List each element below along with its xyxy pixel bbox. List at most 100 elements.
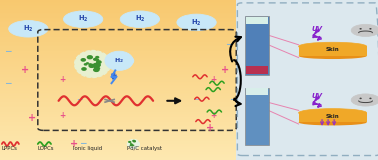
Bar [0, 37, 236, 38]
Ellipse shape [132, 140, 136, 142]
Bar [0, 43, 236, 45]
Bar [0, 122, 236, 123]
Ellipse shape [299, 109, 367, 117]
Bar [246, 66, 268, 74]
Bar [0, 80, 236, 82]
Bar [0, 83, 236, 85]
Ellipse shape [299, 53, 367, 59]
Bar [0, 142, 236, 144]
Bar [0, 115, 236, 117]
Bar [0, 144, 236, 146]
Text: UV: UV [312, 93, 323, 99]
Bar [0, 123, 236, 125]
Bar [0, 58, 236, 59]
Bar [0, 88, 236, 90]
Bar [0, 40, 236, 42]
Text: +: + [28, 113, 36, 123]
Bar [299, 113, 367, 122]
Bar [0, 138, 236, 139]
Bar [0, 54, 236, 56]
Bar [0, 109, 236, 110]
Bar [0, 64, 236, 66]
Ellipse shape [299, 42, 367, 51]
Ellipse shape [87, 55, 93, 59]
Bar [0, 125, 236, 126]
Text: $\mathbf{H_2}$: $\mathbf{H_2}$ [23, 24, 34, 34]
Bar [0, 77, 236, 78]
Bar [0, 0, 236, 2]
Text: LPPCs: LPPCs [2, 146, 18, 151]
Bar [0, 85, 236, 86]
Ellipse shape [81, 67, 87, 71]
Bar [0, 130, 236, 131]
Bar [0, 146, 236, 147]
Ellipse shape [96, 59, 99, 61]
Ellipse shape [369, 28, 372, 30]
Text: +: + [211, 111, 217, 120]
Ellipse shape [130, 144, 133, 146]
Bar [0, 90, 236, 91]
Bar [0, 91, 236, 93]
Bar [0, 126, 236, 128]
Bar [0, 93, 236, 94]
Bar [246, 17, 268, 24]
Bar [0, 107, 236, 109]
Ellipse shape [64, 11, 103, 28]
Bar [0, 134, 236, 136]
Bar [0, 45, 236, 46]
FancyBboxPatch shape [245, 16, 269, 75]
Ellipse shape [359, 98, 362, 99]
Bar [0, 149, 236, 150]
Ellipse shape [95, 56, 99, 59]
Text: −: − [4, 47, 11, 56]
Ellipse shape [88, 63, 92, 66]
Text: UV: UV [312, 26, 323, 32]
Bar [0, 157, 236, 158]
Bar [0, 6, 236, 8]
Ellipse shape [132, 144, 135, 146]
Ellipse shape [94, 63, 101, 67]
Ellipse shape [369, 98, 372, 99]
Bar [0, 14, 236, 16]
Text: +: + [211, 76, 217, 84]
Ellipse shape [93, 58, 98, 61]
Bar [0, 2, 236, 3]
Bar [0, 128, 236, 130]
Bar [0, 75, 236, 77]
Bar [0, 48, 236, 50]
Bar [0, 18, 236, 19]
Bar [0, 61, 236, 62]
Ellipse shape [94, 68, 98, 70]
Ellipse shape [101, 54, 134, 68]
Text: Skin: Skin [326, 113, 339, 119]
Bar [0, 101, 236, 102]
Text: +: + [59, 111, 65, 120]
Bar [0, 72, 236, 74]
Bar [0, 114, 236, 115]
Bar [0, 38, 236, 40]
Bar [0, 74, 236, 75]
Ellipse shape [130, 144, 133, 145]
Ellipse shape [88, 64, 95, 68]
Bar [246, 88, 268, 95]
Bar [0, 19, 236, 21]
Text: LOPCs: LOPCs [38, 146, 54, 151]
Bar [0, 78, 236, 80]
Ellipse shape [359, 28, 362, 30]
Bar [0, 136, 236, 138]
Bar [0, 82, 236, 83]
Bar [0, 16, 236, 18]
Bar [0, 26, 236, 27]
Bar [0, 8, 236, 10]
Text: $\mathbf{H_2}$: $\mathbf{H_2}$ [114, 56, 124, 65]
Text: −: − [225, 40, 232, 49]
Text: +: + [59, 76, 65, 84]
Bar [0, 56, 236, 58]
Text: +: + [20, 65, 29, 75]
Ellipse shape [81, 58, 86, 62]
Ellipse shape [96, 67, 100, 70]
Bar [0, 141, 236, 142]
Text: +: + [206, 123, 214, 133]
Bar [0, 29, 236, 30]
Ellipse shape [127, 139, 139, 149]
